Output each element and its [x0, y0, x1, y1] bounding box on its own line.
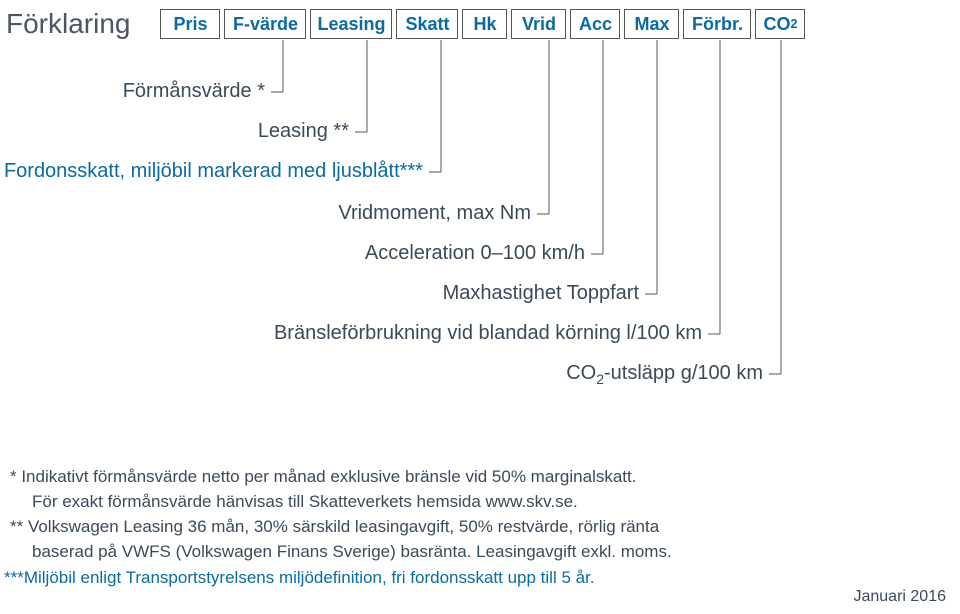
footnote-1: * Indikativt förmånsvärde netto per måna… — [10, 466, 950, 489]
date-label: Januari 2016 — [853, 588, 946, 606]
row-label: Maxhastighet Toppfart — [443, 282, 639, 305]
row-label: CO2-utsläpp g/100 km — [566, 362, 763, 387]
page-title: Förklaring — [6, 8, 130, 40]
column-cell: Förbr. — [683, 9, 751, 39]
column-cell: Leasing — [310, 9, 392, 39]
row-label: Bränsleförbrukning vid blandad körning l… — [274, 322, 702, 345]
row-label: Leasing ** — [258, 120, 349, 143]
column-cells: PrisF-värdeLeasingSkattHkVridAccMaxFörbr… — [160, 9, 805, 39]
column-cell: Max — [624, 9, 679, 39]
header-row: Förklaring PrisF-värdeLeasingSkattHkVrid… — [6, 6, 950, 42]
column-cell: Hk — [462, 9, 507, 39]
miljobil-note: ***Miljöbil enligt Transportstyrelsens m… — [4, 568, 595, 588]
footnote-2b: baserad på VWFS (Volkswagen Finans Sveri… — [10, 541, 950, 564]
row-label: Vridmoment, max Nm — [338, 202, 531, 225]
row-label: Fordonsskatt, miljöbil markerad med ljus… — [4, 160, 423, 183]
column-cell: Skatt — [396, 9, 458, 39]
column-cell: F-värde — [224, 9, 306, 39]
footnotes: * Indikativt förmånsvärde netto per måna… — [10, 466, 950, 566]
column-cell: CO2 — [755, 9, 805, 39]
column-cell: Vrid — [511, 9, 566, 39]
row-label: Förmånsvärde * — [123, 80, 265, 103]
column-cell: Pris — [160, 9, 220, 39]
row-label: Acceleration 0–100 km/h — [365, 242, 585, 265]
footnote-2: ** Volkswagen Leasing 36 mån, 30% särski… — [10, 516, 950, 539]
footnote-1b: För exakt förmånsvärde hänvisas till Ska… — [10, 491, 950, 514]
column-cell: Acc — [570, 9, 620, 39]
